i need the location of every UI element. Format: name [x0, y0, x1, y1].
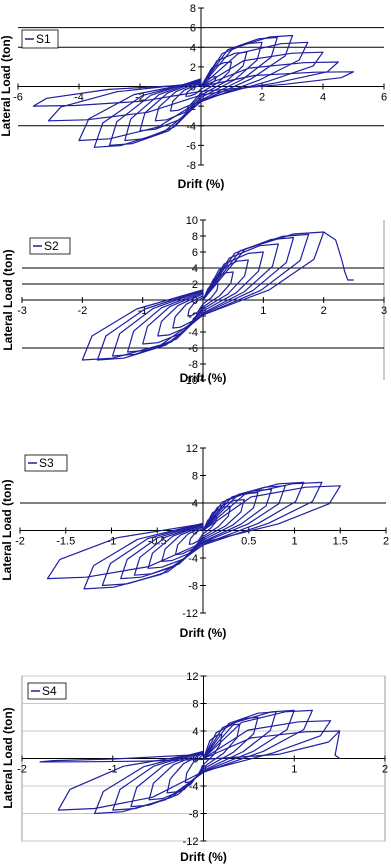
s2-series-loop — [142, 251, 264, 345]
s4-series-loop — [166, 723, 241, 794]
s2-series-loop — [127, 243, 279, 353]
s3-series-loop — [101, 481, 305, 587]
s4-legend-label: S4 — [42, 684, 57, 698]
s2-y-tick-label: 0 — [192, 295, 198, 307]
s3-series-loop — [161, 499, 245, 562]
s4-series-tail — [334, 730, 341, 759]
s4-x-tick-label: 2 — [382, 764, 388, 776]
s3-y-tick-label: 0 — [192, 526, 198, 538]
s2-x-axis-title: Drift (%) — [180, 371, 227, 385]
s2-y-tick-label: -4 — [188, 327, 198, 339]
s1-y-tick-label: 4 — [190, 42, 196, 54]
s1-legend-box — [21, 29, 59, 49]
s2-series-loop — [111, 237, 295, 357]
s2-x-tick-label: -2 — [77, 305, 87, 317]
s4-x-tick-label: -1 — [108, 764, 118, 776]
s3-x-tick-label: -1.5 — [56, 536, 75, 548]
s1-x-tick-label: 2 — [259, 92, 265, 104]
s4-y-axis-title: Lateral Load (ton) — [1, 707, 15, 808]
s4-x-tick-label: 1 — [291, 764, 297, 776]
s2-y-axis-title: Lateral Load (ton) — [1, 249, 15, 350]
s1-y-tick-label: -6 — [186, 140, 196, 152]
s1-x-tick-label: -4 — [74, 92, 84, 104]
s4-x-axis-title: Drift (%) — [180, 850, 227, 864]
s4-series-loop — [94, 709, 313, 815]
s4-series-loop — [57, 720, 332, 811]
s3-series-loop — [83, 481, 323, 590]
s3-x-tick-label: -1 — [107, 536, 117, 548]
s2-y-tick-label: -10 — [182, 375, 198, 387]
s4-y-tick-label: 4 — [192, 726, 198, 738]
s1-y-tick-label: -4 — [186, 121, 196, 133]
s4-series-loop — [184, 733, 223, 784]
s1-y-axis-title: Lateral Load (ton) — [0, 35, 13, 136]
s2-y-tick-label: 6 — [192, 247, 198, 259]
s2-y-tick-label: 2 — [192, 279, 198, 291]
s2-x-tick-label: 2 — [321, 305, 327, 317]
s2-y-tick-label: -8 — [188, 359, 198, 371]
s3-y-tick-label: -4 — [188, 553, 198, 565]
s2-legend-label: S2 — [44, 239, 59, 253]
s2-legend-box — [29, 237, 71, 255]
s3-y-tick-label: -12 — [182, 608, 198, 620]
s3-x-tick-label: 1.5 — [333, 536, 348, 548]
s2-y-tick-label: 10 — [186, 215, 198, 227]
chart-s3-svg: -2 -1.5 -1 -0.5 0 0.5 1 1.5 2-12-8-404812S3Drift… — [0, 443, 389, 640]
s2-y-tick-label: -2 — [188, 311, 198, 323]
s1-series-loop — [93, 41, 309, 148]
s3-x-tick-label: 2 — [383, 536, 389, 548]
s3-y-axis-title: Lateral Load (ton) — [0, 479, 14, 580]
s2-series-loop — [81, 231, 325, 361]
s3-x-tick-label: -2 — [15, 536, 25, 548]
s2-x-tick-label: 1 — [260, 305, 266, 317]
s4-y-tick-label: 8 — [192, 699, 198, 711]
chart-s2: -3 -2 -1 0 1 2 3 -10 -8 -6 -4 -2 0 2 4 6 8 10 S2 Drift (%) L… — [0, 212, 391, 412]
chart-s3: -2 -1.5 -1 -0.5 0 0.5 1 1.5 2 -12 -8 -4 0 4 8 12 S3 Drift… — [0, 430, 391, 640]
s4-y-tick-label: -12 — [183, 836, 199, 848]
s1-legend-label: S1 — [36, 32, 51, 46]
s1-y-tick-label: 8 — [190, 3, 196, 15]
s3-x-axis-title: Drift (%) — [180, 626, 227, 640]
s3-legend-box — [24, 454, 68, 472]
s4-series-loop — [39, 730, 341, 763]
s1-y-tick-label: 6 — [190, 23, 196, 35]
s2-y-tick-label: -6 — [188, 343, 198, 355]
s1-x-axis-title: Drift (%) — [178, 177, 225, 191]
s4-y-tick-label: -8 — [189, 809, 199, 821]
s4-y-tick-label: 12 — [186, 671, 198, 683]
s4-series-loop — [130, 711, 277, 808]
s2-series-tail — [323, 231, 354, 281]
chart-s1: -6 -4 -2 0 2 4 6 -8 -6 -4 -2 0 2 4 6 8 S1 Drift (%) Latera… — [0, 0, 391, 210]
s4-legend-box — [27, 682, 67, 700]
s2-y-tick-label: 8 — [192, 231, 198, 243]
s2-x-tick-label: 3 — [381, 305, 387, 317]
s1-x-tick-label: 6 — [381, 92, 387, 104]
s3-legend-label: S3 — [39, 456, 54, 470]
s1-y-tick-label: 2 — [190, 62, 196, 74]
s3-x-tick-label: 1 — [291, 536, 297, 548]
s2-series-loop — [157, 259, 249, 337]
s2-x-tick-label: -3 — [17, 305, 27, 317]
s3-x-tick-label: 0.5 — [241, 536, 256, 548]
s1-x-tick-label: -6 — [13, 92, 23, 104]
s1-x-tick-label: 4 — [320, 92, 326, 104]
s1-series-loop — [78, 51, 324, 142]
s3-y-tick-label: -8 — [188, 581, 198, 593]
s1-series-loop — [47, 61, 339, 122]
s3-y-tick-label: 12 — [186, 443, 198, 455]
s4-x-tick-label: -2 — [17, 764, 27, 776]
s3-series-loop — [46, 485, 341, 580]
s3-y-tick-label: 4 — [192, 498, 198, 510]
chart-s4: -2 -1 0 1 2 -12 -8 -4 0 4 8 12 S4 Drift (%) Lateral Lo… — [0, 658, 391, 865]
s2-y-tick-label: 4 — [192, 263, 198, 275]
s1-y-tick-label: -8 — [186, 160, 196, 172]
s3-y-tick-label: 8 — [192, 471, 198, 483]
s1-series-loop — [169, 61, 233, 112]
s4-y-tick-label: -4 — [189, 781, 199, 793]
s1-series-loop — [32, 71, 355, 107]
